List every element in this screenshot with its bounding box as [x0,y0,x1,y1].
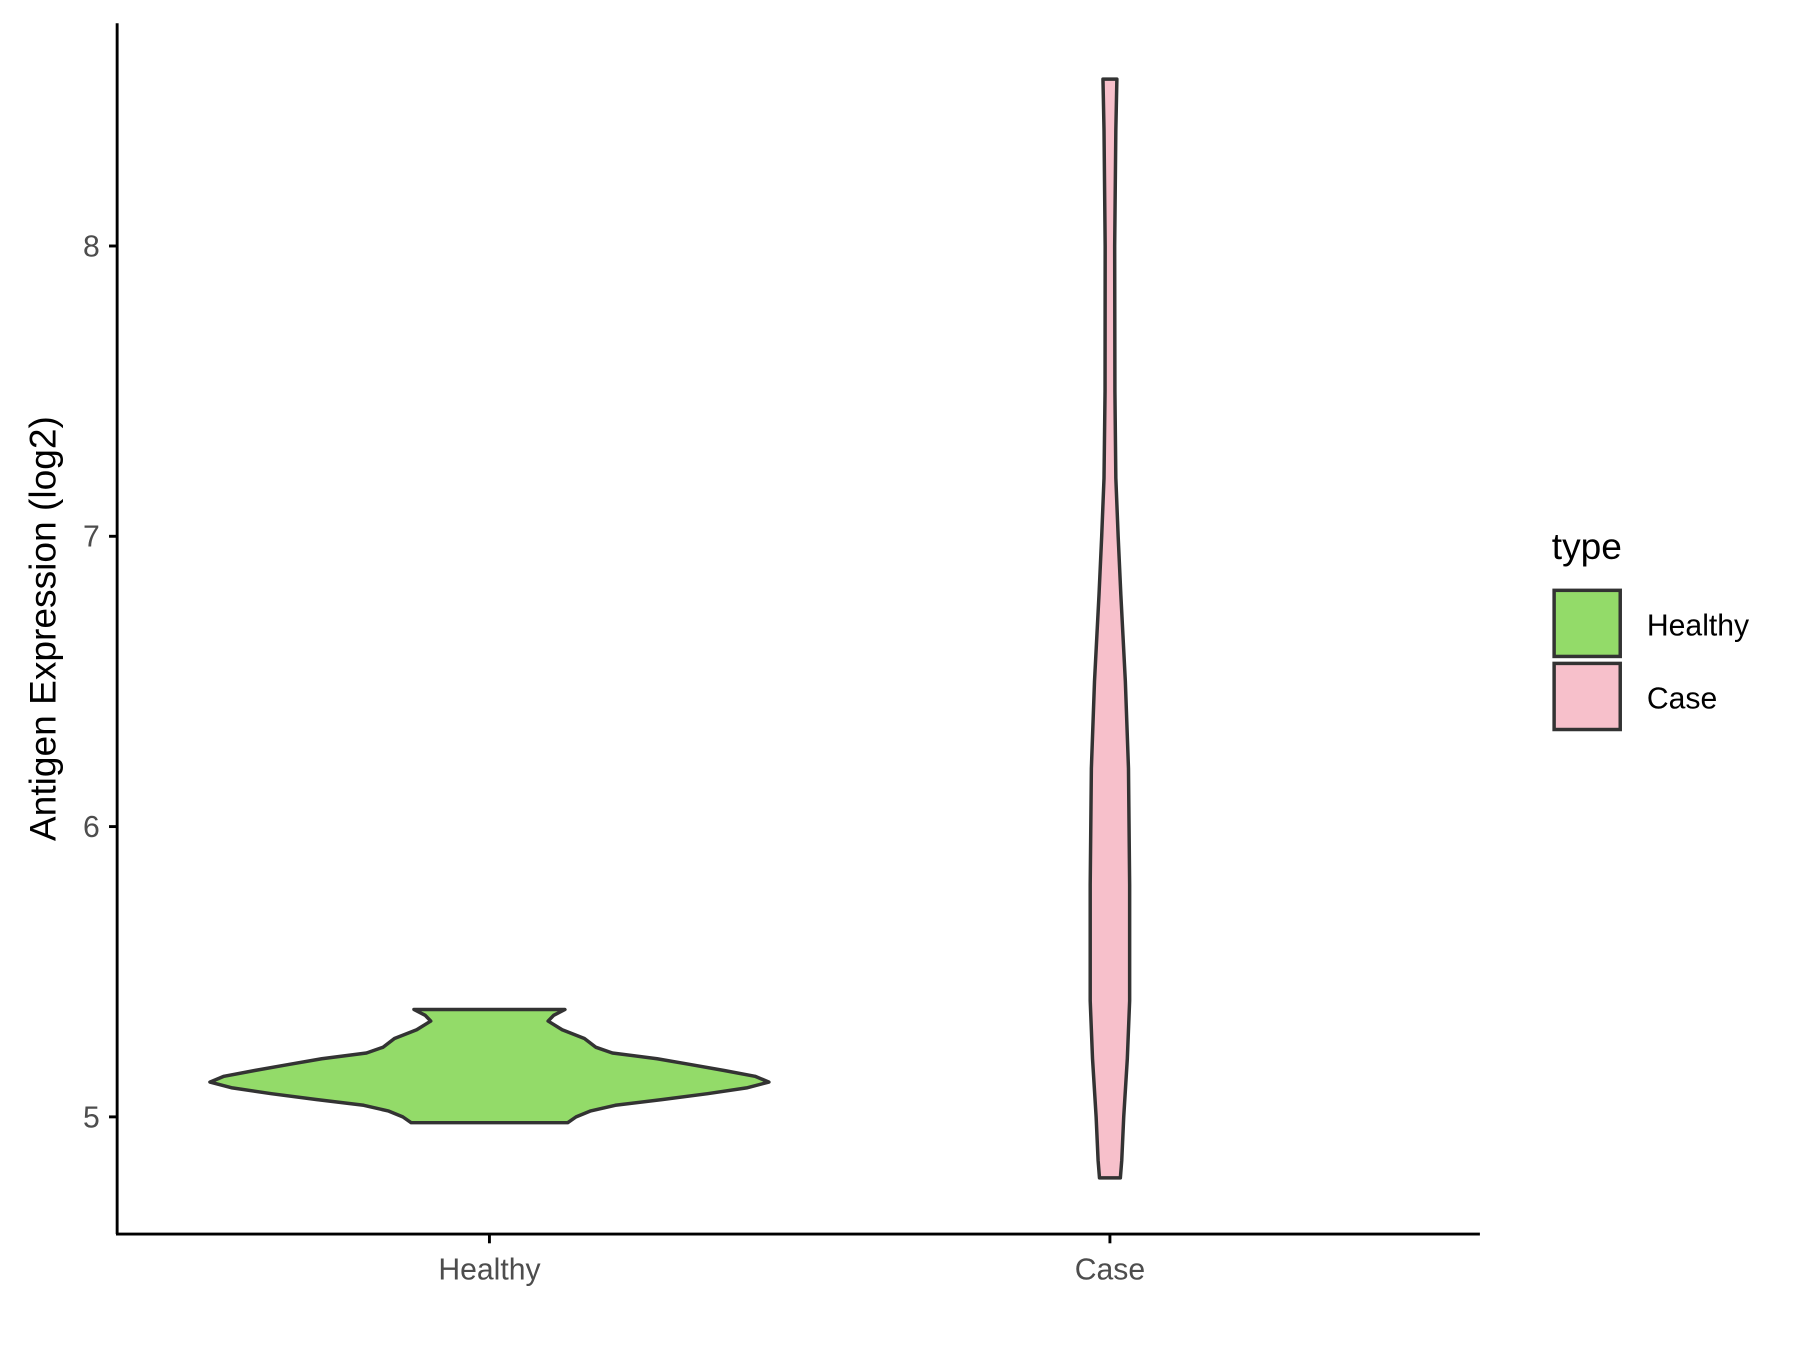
violin-case [1088,77,1132,1180]
y-tick-label: 8 [83,230,100,263]
x-ticks: Healthy Case [438,1234,1145,1286]
violins [208,77,1132,1180]
y-axis-label: Antigen Expression (log2) [22,416,64,841]
legend-key-healthy [1552,588,1622,659]
y-ticks: 5 6 7 8 [83,230,118,1134]
y-tick-label: 7 [83,521,100,554]
legend: type Healthy Case [1552,525,1750,732]
legend-label: Case [1647,683,1717,716]
x-tick-label: Healthy [438,1253,541,1286]
legend-key-case [1552,661,1622,732]
y-tick-label: 5 [83,1101,100,1134]
legend-label: Healthy [1647,610,1750,643]
violin-healthy [208,1007,771,1125]
legend-title: type [1552,525,1622,567]
y-tick-label: 6 [83,811,100,844]
x-tick-label: Case [1075,1253,1145,1286]
